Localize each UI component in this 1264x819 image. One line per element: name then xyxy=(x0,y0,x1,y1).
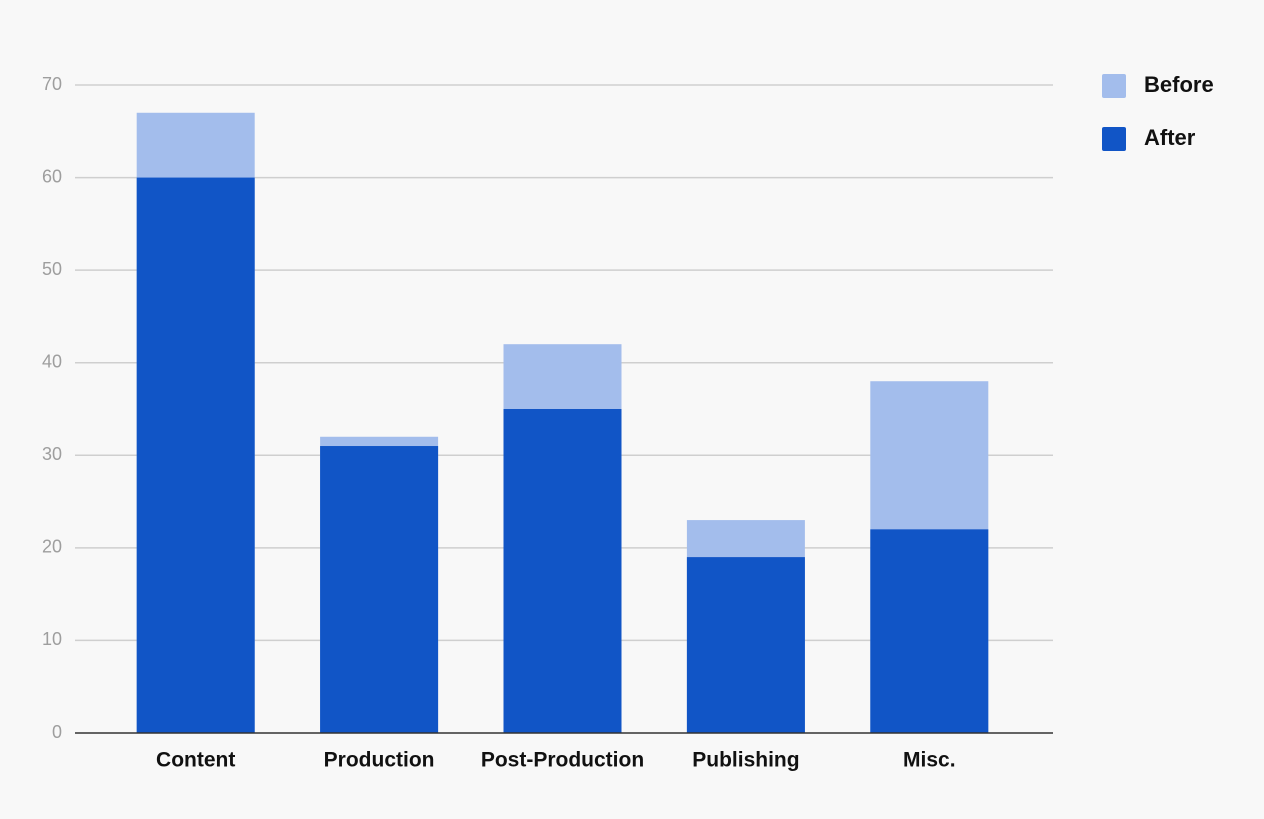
x-tick-label: Publishing xyxy=(692,749,799,772)
y-tick-label: 60 xyxy=(42,166,62,186)
y-tick-label: 30 xyxy=(42,444,62,464)
y-tick-label: 10 xyxy=(42,629,62,649)
y-tick-label: 70 xyxy=(42,74,62,94)
x-tick-label: Content xyxy=(156,749,235,772)
bar xyxy=(503,409,622,733)
y-tick-label: 20 xyxy=(42,537,62,557)
legend-label: Before xyxy=(1144,72,1214,97)
bar xyxy=(870,529,989,733)
x-tick-label: Misc. xyxy=(903,749,956,772)
legend-swatch xyxy=(1102,127,1126,151)
x-tick-label: Production xyxy=(324,749,435,772)
bar xyxy=(136,177,255,734)
legend-swatch xyxy=(1102,74,1126,98)
x-tick-label: Post-Production xyxy=(481,749,644,772)
y-tick-label: 40 xyxy=(42,351,62,371)
y-tick-label: 0 xyxy=(52,722,62,742)
y-tick-label: 50 xyxy=(42,259,62,279)
bar xyxy=(686,557,805,733)
bar xyxy=(320,446,439,733)
legend-label: After xyxy=(1144,125,1196,150)
